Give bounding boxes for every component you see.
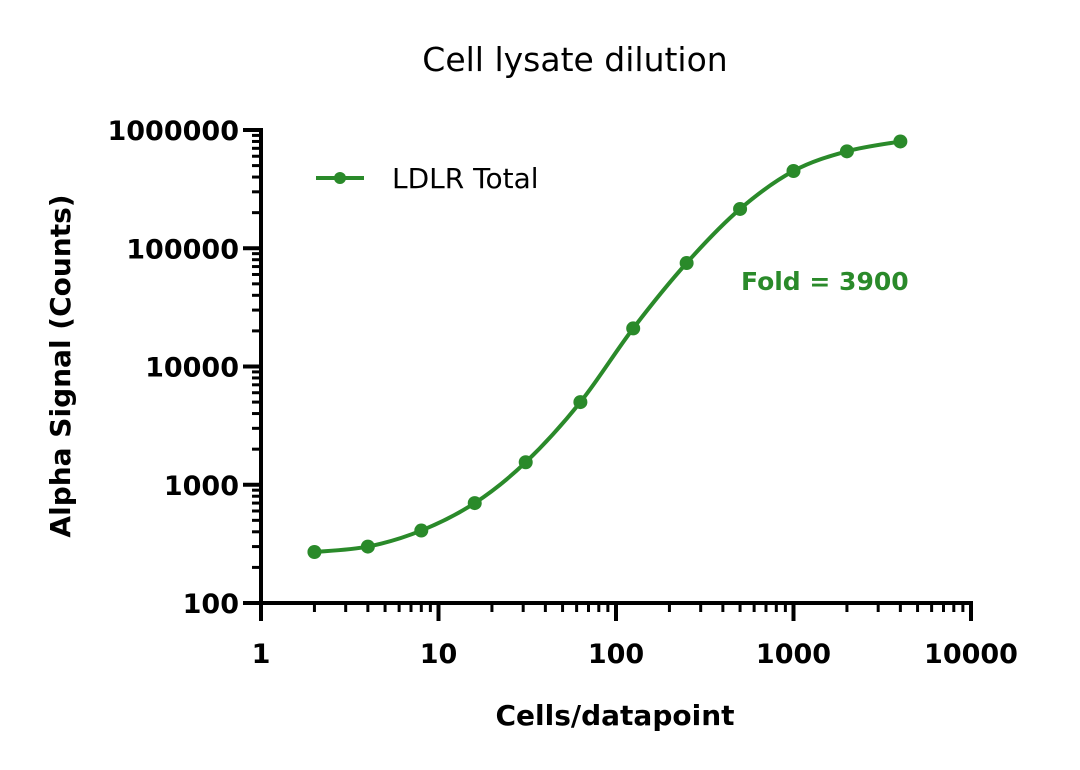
x-tick-label: 100 [588, 639, 644, 670]
y-axis-label: Alpha Signal (Counts) [44, 194, 77, 537]
data-point [626, 321, 641, 336]
y-tick-label: 10000 [145, 353, 239, 384]
chart-title: Cell lysate dilution [422, 40, 727, 79]
y-tick-label: 100000 [126, 234, 239, 265]
data-point [733, 201, 748, 216]
legend-label: LDLR Total [392, 162, 539, 195]
fold-annotation: Fold = 3900 [741, 267, 909, 296]
data-point [893, 134, 908, 149]
x-tick-label: 10000 [924, 639, 1018, 670]
series-ldlr-total [307, 134, 908, 559]
data-point [839, 144, 854, 159]
data-point [786, 164, 801, 179]
x-axis-label: Cells/datapoint [495, 699, 734, 732]
data-point [360, 539, 375, 554]
data-point [414, 523, 429, 538]
y-tick-label: 1000000 [107, 116, 239, 147]
series-line [314, 139, 901, 554]
data-point [679, 256, 694, 271]
x-tick-label: 10 [420, 639, 458, 670]
y-tick-label: 100 [183, 589, 239, 620]
data-point [467, 496, 482, 511]
data-point [573, 395, 588, 410]
y-axis: 100 1000 10000 100000 1000000 [107, 116, 263, 620]
legend-marker [334, 172, 346, 184]
x-tick-label: 1000 [756, 639, 831, 670]
x-tick-label: 1 [252, 639, 271, 670]
legend: LDLR Total [316, 162, 539, 195]
data-point [518, 455, 533, 470]
x-axis: 1 10 100 1000 10000 [252, 601, 1018, 670]
data-point [307, 544, 322, 559]
y-tick-label: 1000 [164, 471, 239, 502]
